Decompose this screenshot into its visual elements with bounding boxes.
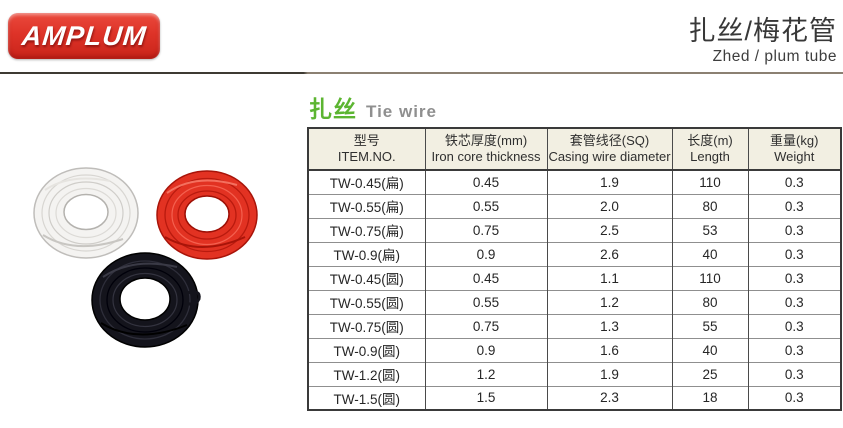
table-cell: TW-1.2(圆) [307, 361, 426, 386]
table-cell: TW-1.5(圆) [307, 385, 426, 410]
table-cell: 1.9 [546, 170, 673, 194]
table-row: TW-0.55(圆) 0.55 1.2 80 0.3 [307, 289, 842, 314]
spec-table-body: TW-0.45(扁) 0.45 1.9 110 0.3 TW-0.55(扁) 0.55 2.0… [307, 170, 842, 410]
table-cell: 0.75 [424, 313, 548, 338]
table-row: TW-1.5(圆) 1.5 2.3 18 0.3 [307, 385, 842, 410]
red-wire-coil [156, 170, 258, 260]
black-wire-coil [91, 252, 201, 348]
table-cell: 0.9 [424, 241, 548, 266]
table-cell: 110 [671, 265, 749, 290]
table-row: TW-0.9(圆) 0.9 1.6 40 0.3 [307, 337, 842, 362]
table-cell: 2.6 [546, 241, 673, 266]
white-wire-coil [33, 167, 139, 259]
table-cell: 2.0 [546, 193, 673, 218]
table-cell: 55 [671, 313, 749, 338]
table-cell: 1.1 [546, 265, 673, 290]
table-cell: TW-0.9(圆) [307, 337, 426, 362]
table-cell: 1.6 [546, 337, 673, 362]
wire-coils-image [33, 167, 258, 348]
header-divider [0, 72, 843, 74]
table-cell: 1.9 [546, 361, 673, 386]
table-cell: TW-0.9(扁) [307, 241, 426, 266]
table-cell: TW-0.55(圆) [307, 289, 426, 314]
table-cell: 18 [671, 385, 749, 410]
table-cell: 40 [671, 337, 749, 362]
table-cell: 110 [671, 170, 749, 194]
table-cell: 40 [671, 241, 749, 266]
column-header: 套管线径(SQ) Casing wire diameter [546, 128, 673, 171]
table-cell: TW-0.75(扁) [307, 217, 426, 242]
column-header-en: ITEM.NO. [337, 149, 396, 164]
column-header: 长度(m) Length [671, 128, 749, 171]
table-cell: 0.55 [424, 193, 548, 218]
table-cell: 0.55 [424, 289, 548, 314]
table-header-row: 型号 ITEM.NO. 铁芯厚度(mm) Iron core thickness 套管线… [307, 128, 842, 171]
table-row: TW-1.2(圆) 1.2 1.9 25 0.3 [307, 361, 842, 386]
table-cell: TW-0.45(扁) [307, 170, 426, 194]
column-header: 重量(kg) Weight [747, 128, 842, 171]
table-cell: 80 [671, 289, 749, 314]
table-row: TW-0.45(扁) 0.45 1.9 110 0.3 [307, 170, 842, 194]
brand-logo: AMPLUM [8, 13, 160, 59]
table-cell: 80 [671, 193, 749, 218]
table-row: TW-0.45(圆) 0.45 1.1 110 0.3 [307, 265, 842, 290]
table-cell: 2.3 [546, 385, 673, 410]
table-cell: 1.2 [546, 289, 673, 314]
column-header-en: Weight [774, 149, 815, 164]
table-cell: 0.3 [747, 241, 842, 266]
column-header: 铁芯厚度(mm) Iron core thickness [424, 128, 548, 171]
table-cell: 0.3 [747, 170, 842, 194]
table-cell: 25 [671, 361, 749, 386]
section-title-en: Tie wire [366, 102, 437, 121]
spec-table: 型号 ITEM.NO. 铁芯厚度(mm) Iron core thickness 套管线… [307, 127, 842, 411]
table-cell: 0.3 [747, 217, 842, 242]
section-title: 扎丝 Tie wire [309, 90, 437, 124]
column-header-en: Casing wire diameter [548, 149, 671, 164]
page-title-zh: 扎丝/梅花管 [688, 16, 837, 46]
column-header-en: Length [690, 149, 730, 164]
table-row: TW-0.55(扁) 0.55 2.0 80 0.3 [307, 193, 842, 218]
brand-logo-text: AMPLUM [20, 20, 148, 51]
table-cell: 0.3 [747, 385, 842, 410]
column-header-en: Iron core thickness [431, 149, 541, 164]
table-cell: 1.5 [424, 385, 548, 410]
table-cell: 0.3 [747, 289, 842, 314]
table-cell: 1.3 [546, 313, 673, 338]
table-row: TW-0.75(圆) 0.75 1.3 55 0.3 [307, 313, 842, 338]
table-cell: 0.9 [424, 337, 548, 362]
table-cell: 0.3 [747, 193, 842, 218]
table-cell: 2.5 [546, 217, 673, 242]
table-cell: TW-0.75(圆) [307, 313, 426, 338]
column-header-zh: 重量(kg) [770, 133, 819, 148]
table-cell: 0.3 [747, 265, 842, 290]
table-cell: 0.75 [424, 217, 548, 242]
column-header: 型号 ITEM.NO. [307, 128, 426, 171]
table-cell: 0.45 [424, 265, 548, 290]
table-cell: 0.3 [747, 361, 842, 386]
table-cell: 0.45 [424, 170, 548, 194]
page-title: 扎丝/梅花管 Zhed / plum tube [688, 15, 837, 67]
column-header-zh: 铁芯厚度(mm) [444, 133, 528, 148]
column-header-zh: 长度(m) [687, 133, 733, 148]
column-header-zh: 套管线径(SQ) [569, 133, 650, 148]
table-cell: 0.3 [747, 313, 842, 338]
table-row: TW-0.75(扁) 0.75 2.5 53 0.3 [307, 217, 842, 242]
table-cell: 0.3 [747, 337, 842, 362]
table-cell: TW-0.45(圆) [307, 265, 426, 290]
table-cell: 53 [671, 217, 749, 242]
table-cell: 1.2 [424, 361, 548, 386]
page-title-en: Zhed / plum tube [712, 48, 837, 65]
table-row: TW-0.9(扁) 0.9 2.6 40 0.3 [307, 241, 842, 266]
table-cell: TW-0.55(扁) [307, 193, 426, 218]
column-header-zh: 型号 [353, 133, 380, 148]
section-title-zh: 扎丝 [309, 96, 357, 122]
